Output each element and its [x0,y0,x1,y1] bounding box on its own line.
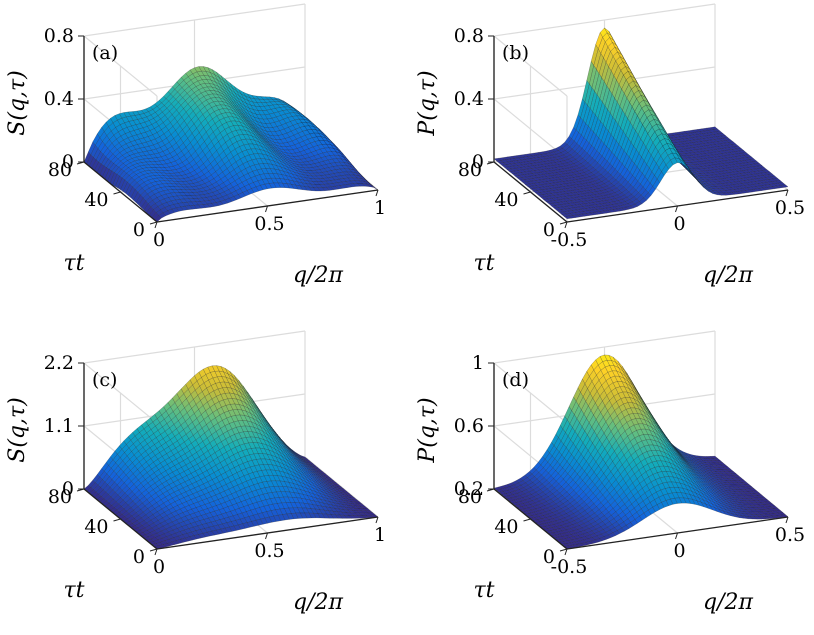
z-tick-label: 0 [62,151,74,173]
y-tick [559,548,568,552]
y-tick [523,518,531,522]
y-tick-label: 40 [84,189,108,211]
x-tick-label: 0.5 [254,540,284,562]
y-tick [149,548,158,552]
z-tick-label: 0.8 [44,25,74,47]
y-tick-label: 80 [458,159,482,181]
x-tick-label: 0 [153,556,165,578]
x-axis-label: q/2π [703,590,753,615]
z-tick-label: 1 [472,352,484,374]
x-tick-label: -0.5 [551,229,588,251]
x-tick [564,221,568,229]
panel-label: (c) [92,369,117,391]
y-tick-label: 0 [543,219,555,241]
x-tick [375,189,379,197]
y-tick [113,518,121,522]
y-tick [559,221,568,225]
x-tick-label: 0 [153,229,165,251]
x-tick-label: -0.5 [551,556,588,578]
x-axis-label: q/2π [293,263,343,288]
y-tick-label: 0 [543,546,555,568]
y-axis-label: τt [63,251,84,276]
z-tick-label: 0.4 [44,88,74,110]
x-tick-label: 0 [673,213,685,235]
panel-label: (a) [92,42,118,64]
y-tick-label: 80 [458,486,482,508]
x-tick [564,548,568,556]
x-tick-label: 1 [374,524,386,546]
x-axis-label: q/2π [293,590,343,615]
x-tick-label: 0.5 [254,213,284,235]
y-tick [523,191,531,195]
y-tick-label: 40 [494,189,518,211]
y-tick [149,221,158,225]
y-tick-label: 40 [494,516,518,538]
z-axis-label: S(q,τ) [5,70,30,135]
x-axis-label: q/2π [703,263,753,288]
x-tick-label: 0 [673,540,685,562]
z-tick-label: 0.2 [454,478,484,500]
surface-mesh [493,354,789,549]
x-tick-label: 0.5 [775,524,805,546]
y-axis-label: τt [473,578,494,603]
z-axis-label: P(q,τ) [415,397,440,463]
x-tick [154,221,158,229]
x-tick [785,516,789,524]
x-tick [785,189,789,197]
x-tick [265,532,268,540]
y-tick-label: 0 [133,546,145,568]
y-tick-label: 0 [133,219,145,241]
x-tick [375,516,379,524]
z-tick-label: 0 [472,151,484,173]
y-tick [113,191,121,195]
z-tick-label: 0 [62,478,74,500]
surface-mesh [83,66,379,223]
x-tick [675,532,678,540]
z-axis-label: P(q,τ) [415,70,440,136]
z-tick-label: 1.1 [44,415,74,437]
x-tick [154,548,158,556]
y-tick-label: 40 [84,516,108,538]
z-axis-label: S(q,τ) [5,397,30,462]
surface-mesh [83,365,379,550]
x-tick [675,205,678,213]
y-tick-label: 80 [48,159,72,181]
x-tick-label: 0.5 [775,197,805,219]
surface-mesh [493,27,789,219]
y-tick-label: 80 [48,486,72,508]
x-tick-label: 1 [374,197,386,219]
x-tick [265,205,268,213]
z-tick-label: 2.2 [44,352,74,374]
panel-label: (b) [502,42,529,64]
z-tick-label: 0.6 [454,415,484,437]
z-tick-label: 0.8 [454,25,484,47]
y-axis-label: τt [473,251,494,276]
z-tick-label: 0.4 [454,88,484,110]
y-axis-label: τt [63,578,84,603]
panel-label: (d) [502,369,529,391]
